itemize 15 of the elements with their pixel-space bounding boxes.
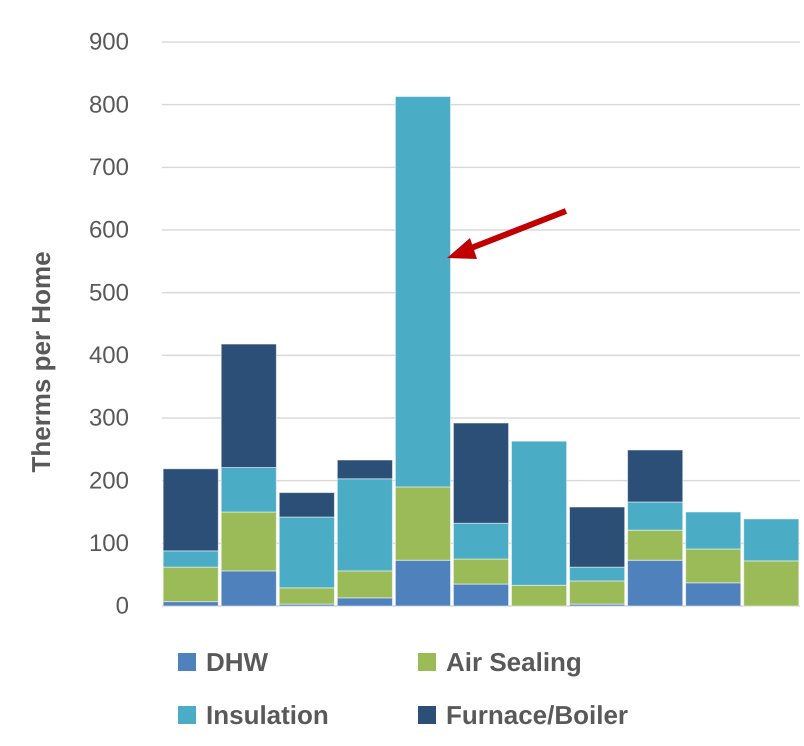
y-tick-label: 900 (88, 28, 129, 56)
legend-label: DHW (206, 647, 269, 678)
y-tick-label: 800 (88, 91, 129, 118)
y-tick-label: 0 (116, 592, 129, 620)
legend-label: Furnace/Boiler (446, 700, 628, 730)
y-tick-label: 400 (88, 342, 129, 370)
y-tick-label: 500 (88, 279, 129, 306)
legend-label: Insulation (206, 700, 329, 730)
y-tick-label: 700 (88, 154, 129, 182)
y-tick-label: 300 (88, 404, 129, 432)
legend-label: Air Sealing (446, 647, 582, 678)
y-axis-title: Therms per Home (26, 251, 56, 473)
y-tick-label: 600 (88, 216, 129, 244)
y-tick-label: 100 (88, 530, 129, 558)
y-tick-label: 200 (88, 467, 129, 494)
